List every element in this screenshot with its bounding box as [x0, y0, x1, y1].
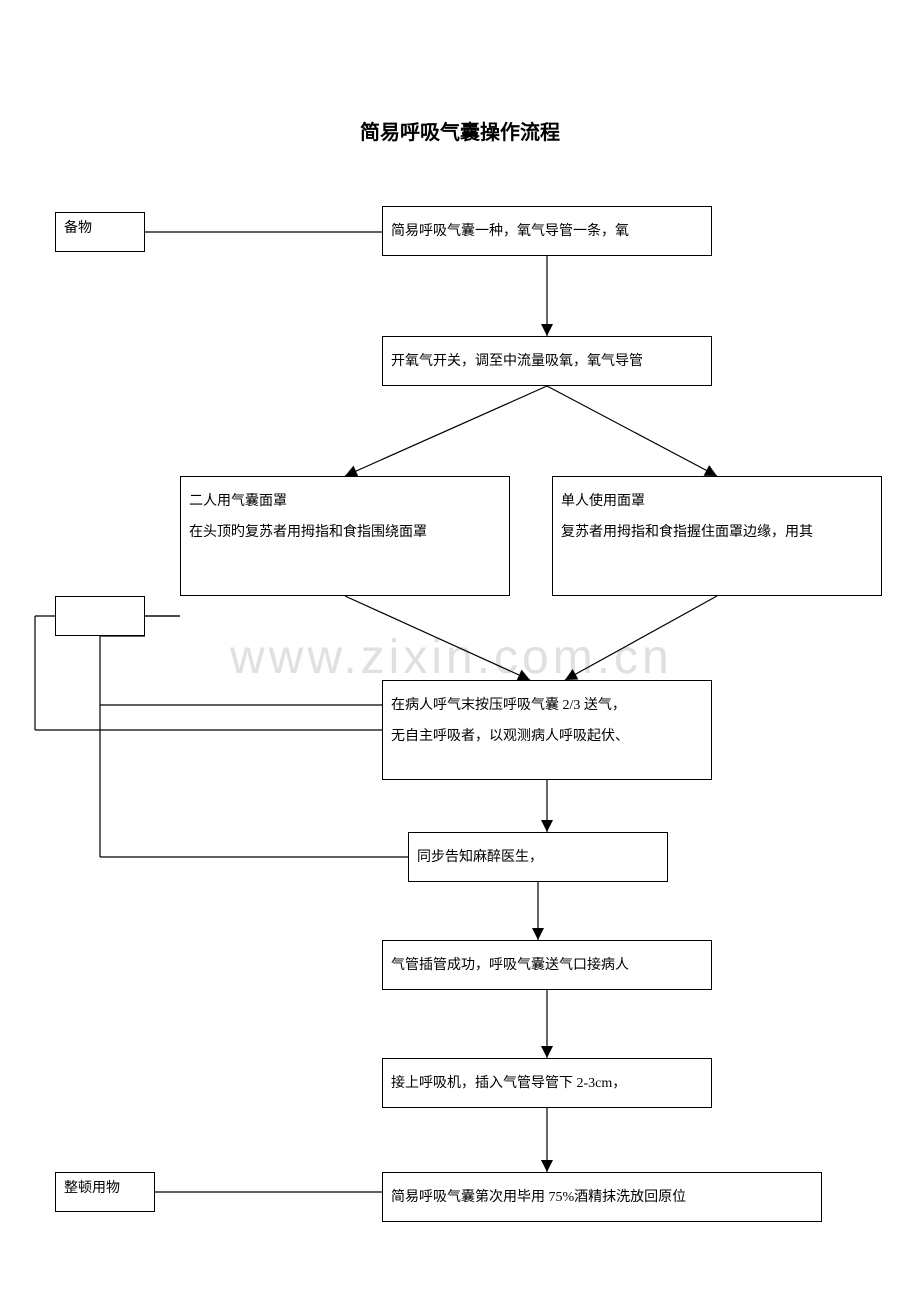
text: 整顿用物	[64, 1181, 120, 1196]
line2: 复苏者用拇指和食指握住面罩边缘，用其	[561, 518, 873, 549]
text: 简易呼吸气囊一种，氧气导管一条，氧	[391, 224, 629, 239]
box-oxygen-switch: 开氧气开关，调至中流量吸氧，氧气导管	[382, 336, 712, 386]
box-single-person-mask: 单人使用面罩 复苏者用拇指和食指握住面罩边缘，用其	[552, 476, 882, 596]
box-ventilator: 接上呼吸机，插入气管导管下 2-3cm，	[382, 1058, 712, 1108]
box-compress-bag: 在病人呼气末按压呼吸气囊 2/3 送气， 无自主呼吸者，以观测病人呼吸起伏、	[382, 680, 712, 780]
line1: 单人使用面罩	[561, 487, 873, 518]
watermark: www.zixin.com.cn	[230, 630, 673, 685]
box-two-person-mask: 二人用气囊面罩 在头顶旳复苏者用拇指和食指围绕面罩	[180, 476, 510, 596]
line2: 在头顶旳复苏者用拇指和食指围绕面罩	[189, 518, 501, 549]
box-notify-anesthesia: 同步告知麻醉医生，	[408, 832, 668, 882]
text: 简易呼吸气囊第次用毕用 75%酒精抹洗放回原位	[391, 1190, 686, 1205]
line1: 在病人呼气末按压呼吸气囊 2/3 送气，	[391, 691, 703, 722]
text: 气管插管成功，呼吸气囊送气口接病人	[391, 958, 629, 973]
box-intubation-success: 气管插管成功，呼吸气囊送气口接病人	[382, 940, 712, 990]
box-clean-return: 简易呼吸气囊第次用毕用 75%酒精抹洗放回原位	[382, 1172, 822, 1222]
text: 同步告知麻醉医生，	[417, 850, 543, 865]
side-label-operate	[55, 596, 145, 636]
box-supplies: 简易呼吸气囊一种，氧气导管一条，氧	[382, 206, 712, 256]
line1: 二人用气囊面罩	[189, 487, 501, 518]
line2: 无自主呼吸者，以观测病人呼吸起伏、	[391, 722, 703, 753]
text: 接上呼吸机，插入气管导管下 2-3cm，	[391, 1076, 626, 1091]
page-title: 简易呼吸气囊操作流程	[0, 116, 920, 145]
text: 开氧气开关，调至中流量吸氧，氧气导管	[391, 354, 643, 369]
side-label-prep: 备物	[55, 212, 145, 252]
side-label-cleanup: 整顿用物	[55, 1172, 155, 1212]
text: 备物	[64, 221, 92, 236]
